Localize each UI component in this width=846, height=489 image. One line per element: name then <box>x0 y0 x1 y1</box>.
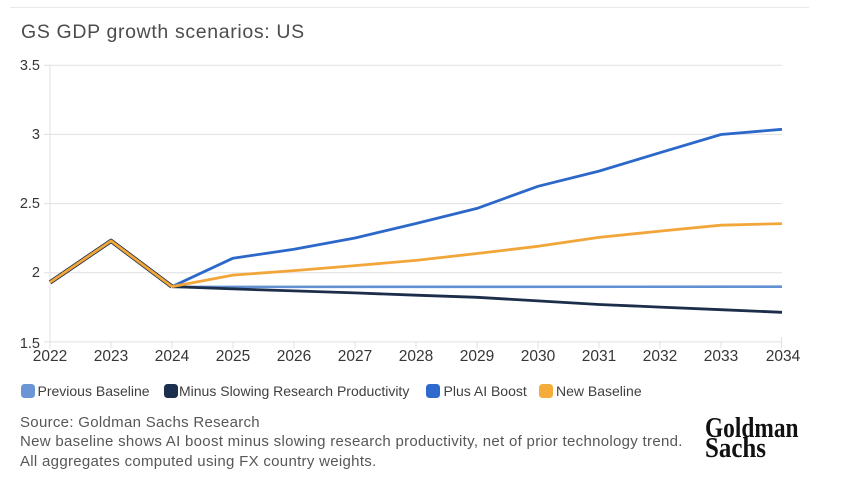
svg-text:Sachs: Sachs <box>705 433 766 464</box>
svg-text:Goldman: Goldman <box>705 413 799 444</box>
